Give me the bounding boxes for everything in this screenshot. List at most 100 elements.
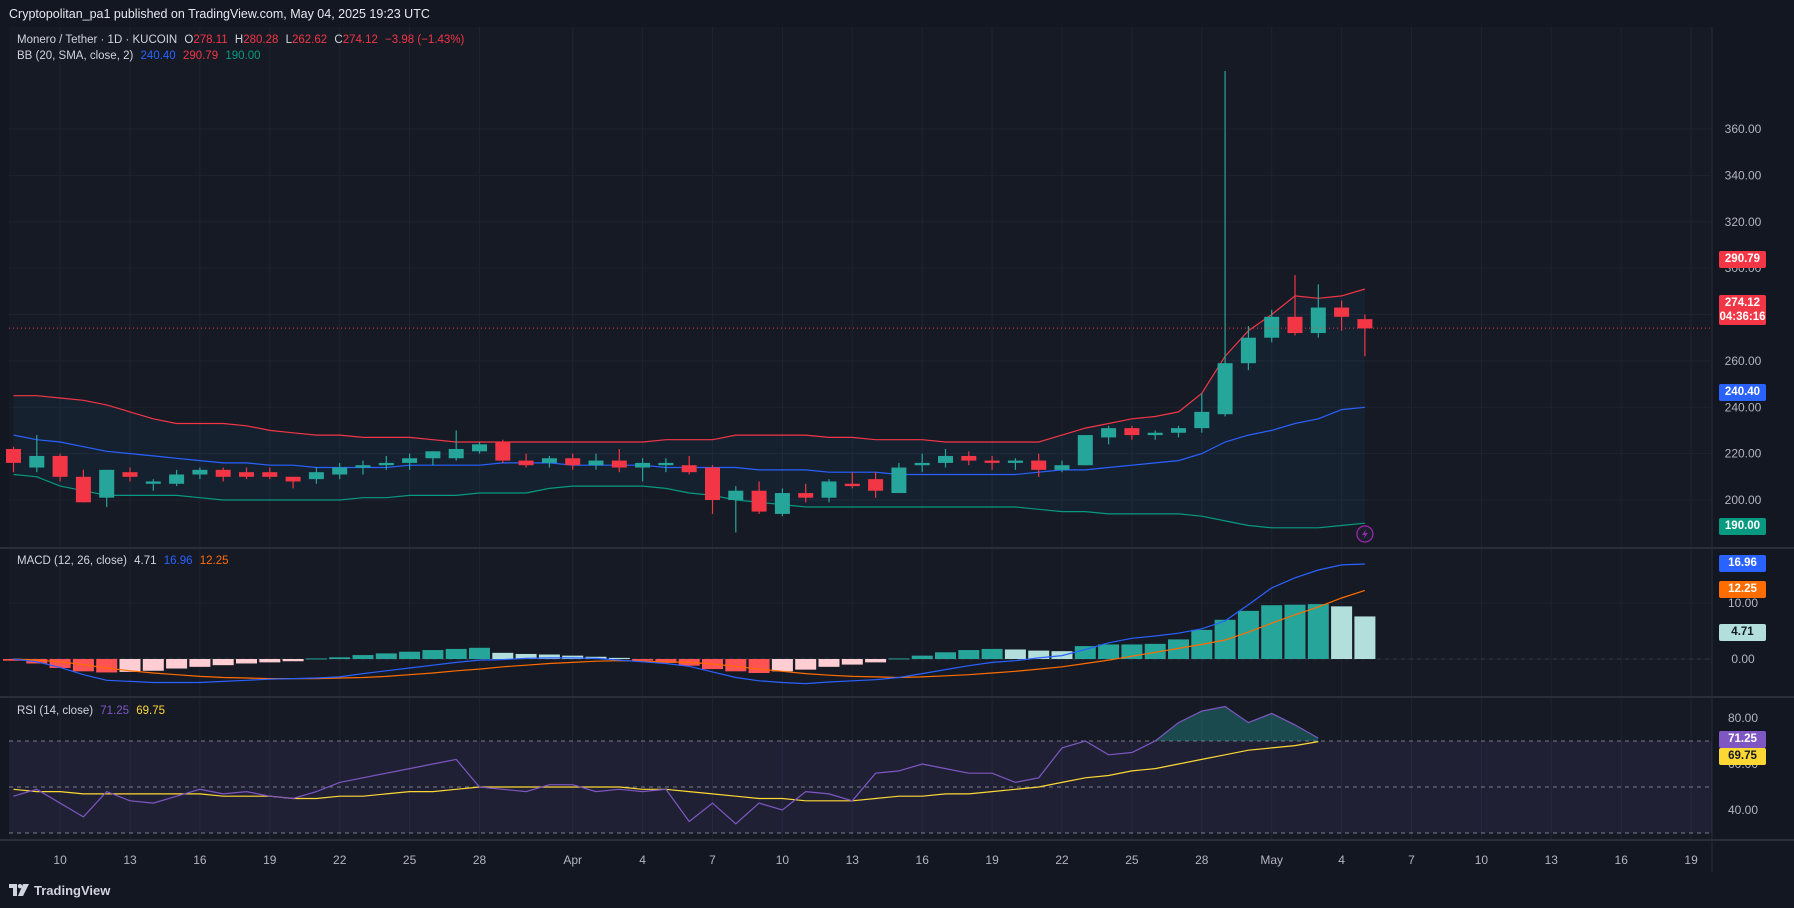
macd-histogram-bar: [469, 647, 490, 659]
tradingview-brand[interactable]: TradingView: [9, 880, 110, 900]
tradingview-brand-text: TradingView: [34, 882, 111, 898]
macd-histogram-bar: [399, 651, 421, 659]
price-tick-label: 240.00: [1725, 400, 1762, 414]
macd-histogram-bar: [632, 659, 654, 661]
x-tick-label: 25: [1125, 853, 1139, 867]
candle-body: [402, 458, 418, 463]
macd-histogram-bar: [305, 658, 327, 660]
bb-band-fill: [13, 288, 1365, 528]
candle-body: [192, 469, 208, 475]
macd-histogram-bar: [422, 650, 444, 659]
bb-basis-value: 240.40: [140, 50, 176, 62]
macd-histogram-bar: [1307, 604, 1329, 659]
bb-upper-badge: 290.79: [1719, 251, 1766, 268]
macd-histogram-bar: [515, 653, 537, 659]
x-tick-label: May: [1260, 853, 1283, 867]
main-legend: Monero / Tether · 1D · KUCOIN O278.11 H2…: [17, 34, 468, 46]
candle-body: [1264, 316, 1280, 338]
lightning-bolt-icon: [1361, 529, 1368, 539]
candle-body: [52, 455, 68, 477]
rsi-legend: RSI (14, close) 71.25 69.75: [17, 705, 169, 717]
candle-body: [1147, 432, 1163, 436]
macd-histogram-bar: [795, 659, 817, 670]
macd-histogram-bar: [1354, 616, 1376, 659]
macd-histogram-bar: [166, 659, 188, 669]
bb-upper-line: [13, 288, 1366, 443]
candle-body: [588, 460, 604, 466]
candle-body: [1077, 435, 1093, 466]
price-pane-bg: [9, 27, 1712, 547]
candle-body: [844, 483, 860, 487]
bb-lower-value: 190.00: [225, 50, 261, 62]
macd-tick-label: 0.00: [1731, 652, 1755, 666]
candle-body: [1287, 316, 1303, 334]
rsi-overbought-fill: [13, 706, 1319, 741]
x-tick-label: 22: [333, 853, 347, 867]
candle-body: [262, 472, 278, 477]
candle-body: [169, 474, 185, 484]
macd-histogram-bar: [329, 657, 351, 659]
candle-body: [308, 472, 324, 480]
rsi-ma-value: 69.75: [136, 705, 166, 717]
macd-histogram-bar: [236, 659, 257, 664]
macd-histogram-bar: [212, 659, 234, 666]
macd-histogram-bar: [1121, 644, 1143, 659]
macd-histogram-bar: [818, 659, 840, 667]
macd-histogram-bar: [608, 657, 630, 659]
x-tick-label: 19: [985, 853, 999, 867]
candle-body: [891, 467, 907, 494]
macd-histogram-bar: [538, 654, 560, 659]
macd-histogram-bar: [119, 659, 141, 672]
open-value: 278.11: [193, 34, 228, 46]
last-price-badge: 274.12 04:36:16: [1719, 295, 1766, 325]
rsi-value: 71.25: [100, 705, 130, 717]
x-tick-label: 28: [1195, 853, 1209, 867]
rsi-ma-badge: 69.75: [1719, 748, 1766, 765]
x-tick-label: 16: [1615, 853, 1629, 867]
macd-hist-value: 4.71: [134, 555, 157, 567]
macd-histogram-bar: [445, 648, 467, 659]
close-value: 274.12: [342, 34, 378, 46]
x-tick-label: 13: [123, 853, 137, 867]
candle-body: [448, 448, 464, 459]
macd-histogram-bar: [1028, 650, 1050, 659]
macd-histogram-bar: [49, 659, 71, 668]
candle-body: [495, 442, 511, 461]
candle-body: [145, 481, 161, 484]
price-tick-label: 340.00: [1725, 168, 1762, 182]
candle-body: [1240, 337, 1256, 364]
bb-basis-badge: 240.40: [1719, 384, 1766, 401]
macd-histogram-bar: [96, 659, 118, 673]
price-tick-label: 360.00: [1725, 122, 1762, 136]
rsi-tick-label: 40.00: [1728, 803, 1758, 817]
price-tick-label: 320.00: [1725, 215, 1762, 229]
x-tick-label: 19: [1684, 853, 1698, 867]
macd-histogram-bar: [958, 650, 980, 659]
open-label: O: [184, 34, 194, 46]
candle-body: [1171, 428, 1186, 433]
countdown-text: 04:36:16: [1719, 311, 1766, 323]
candle-body: [518, 460, 534, 466]
macd-histogram-bar: [259, 659, 281, 663]
low-label: L: [285, 34, 292, 46]
macd-histogram-bar: [748, 659, 770, 673]
macd-histogram-bar: [1168, 639, 1189, 659]
macd-histogram-bar: [655, 659, 677, 663]
change-value: −3.98 (−1.43%): [385, 34, 465, 46]
candle-body: [868, 479, 884, 491]
candle-body: [122, 472, 138, 477]
candle-body: [425, 451, 441, 459]
candle-body: [914, 462, 930, 466]
bb-legend: BB (20, SMA, close, 2) 240.40 290.79 190…: [17, 50, 265, 62]
price-tick-label: 220.00: [1725, 447, 1762, 461]
last-price-text: 274.12: [1724, 297, 1761, 309]
macd-histogram-bar: [1331, 606, 1353, 659]
candle-body: [1217, 363, 1233, 415]
x-tick-label: 22: [1055, 853, 1069, 867]
candle-body: [798, 493, 814, 498]
candle-body: [215, 469, 231, 477]
candle-body: [984, 460, 1000, 463]
candle-body: [541, 458, 557, 463]
candle-body: [1124, 428, 1140, 436]
